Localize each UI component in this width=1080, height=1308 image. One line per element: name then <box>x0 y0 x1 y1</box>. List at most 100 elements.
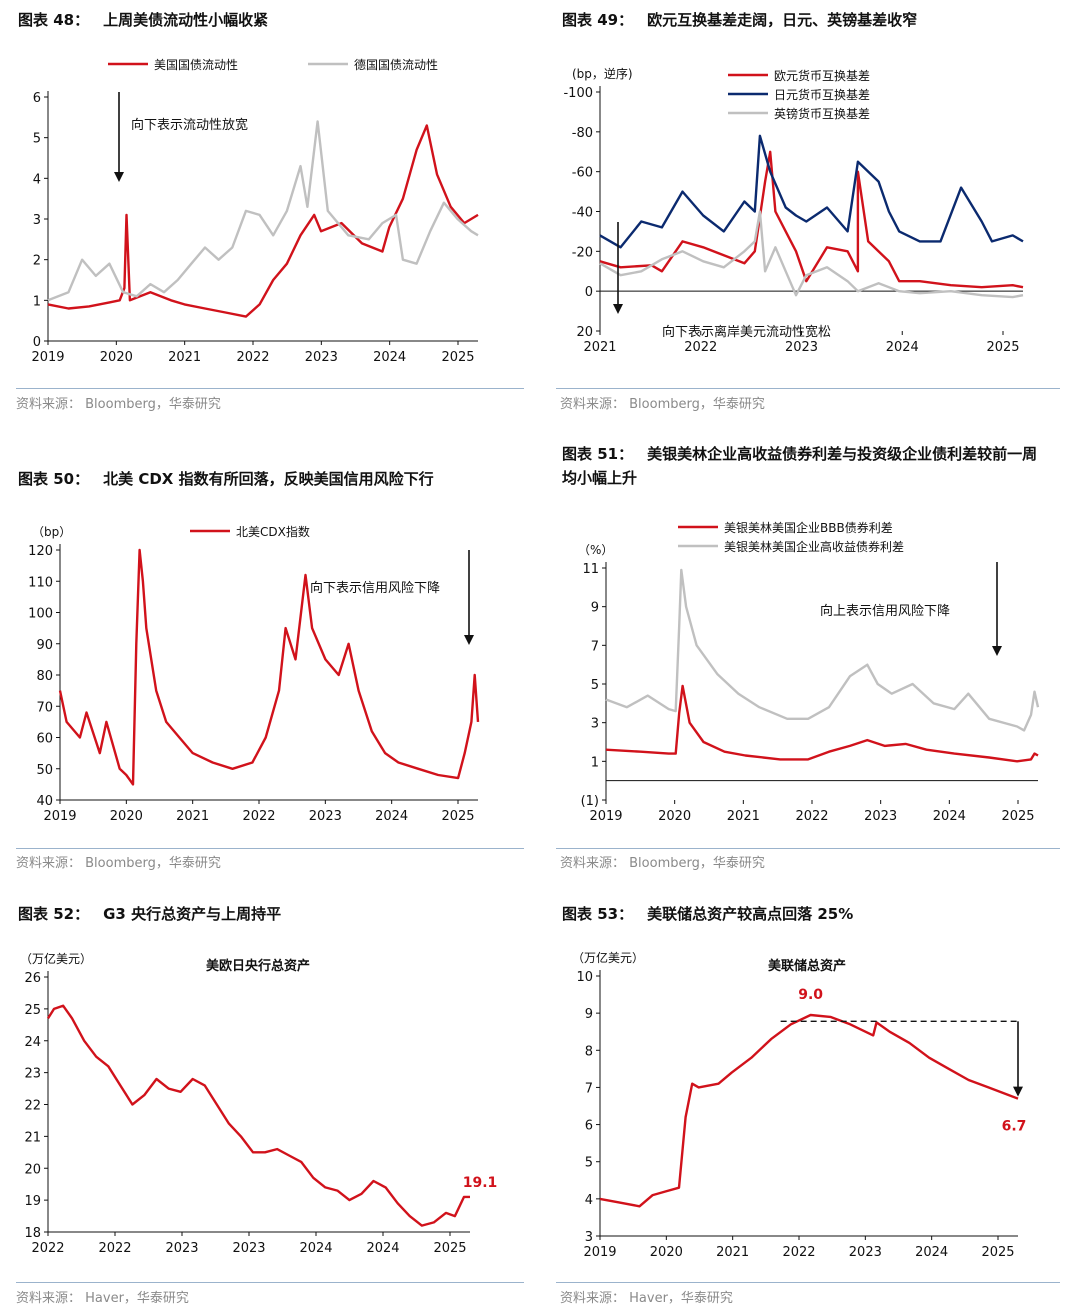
c48-xtick-label: 2023 <box>305 350 338 365</box>
c48-arrow-head <box>114 172 124 182</box>
c51-ytick-label: 9 <box>591 601 599 616</box>
c49-series-2 <box>599 210 1024 299</box>
c50-ytick-label: 120 <box>28 544 53 559</box>
c48-xtick-label: 2021 <box>168 350 201 365</box>
c50-ytick-label: 80 <box>36 669 53 684</box>
c53-ytick-label: 5 <box>585 1156 593 1171</box>
c50-legend-label-0: 北美CDX指数 <box>236 524 310 539</box>
c52-ytick-label: 26 <box>24 971 41 986</box>
c52-end-label: 19.1 <box>463 1175 498 1191</box>
chart52-plot: 18 19 20 21 22 23 24 25 26 2022 2022 2023 2023 2024 20… <box>20 951 498 1256</box>
c49-ytick-label: -80 <box>572 126 593 141</box>
c50-ylabel: （bp） <box>32 525 71 539</box>
c53-xtick-label: 2023 <box>849 1245 882 1260</box>
c50-annotation: 向下表示信用风险下降 <box>310 580 440 596</box>
c52-ytick-label: 20 <box>24 1162 41 1177</box>
c51-ytick-label: (1) <box>581 794 599 809</box>
c51-ytick-label: 11 <box>582 562 599 577</box>
c52-ytick-label: 21 <box>24 1130 41 1145</box>
c50-xtick-label: 2022 <box>242 809 275 824</box>
c53-xtick-label: 2025 <box>981 1245 1014 1260</box>
c52-series-0 <box>46 1004 470 1227</box>
chart49-number: 图表 49： <box>562 11 634 29</box>
c51-ylabel: （%） <box>578 543 613 557</box>
c48-series-0 <box>47 124 479 318</box>
c50-xtick-label: 2023 <box>309 809 342 824</box>
c52-ytick-label: 24 <box>24 1035 41 1050</box>
c53-xtick-label: 2022 <box>782 1245 815 1260</box>
chart48-source: 资料来源： Bloomberg，华泰研究 <box>16 397 221 412</box>
chart51-source: 资料来源： Bloomberg，华泰研究 <box>560 856 765 871</box>
c51-xtick-label: 2024 <box>933 809 966 824</box>
chart53-source: 资料来源： Haver，华泰研究 <box>560 1291 733 1306</box>
c49-legend-label-2: 英镑货币互换基差 <box>774 106 870 121</box>
c53-xtick-label: 2019 <box>583 1245 616 1260</box>
c48-legend-label-1: 德国国债流动性 <box>354 57 438 72</box>
c49-xtick-label: 2025 <box>986 340 1019 355</box>
c49-ytick-label: 0 <box>585 285 593 300</box>
chart48-title: 图表 48： 上周美债流动性小幅收紧 <box>18 8 268 32</box>
chart50-rule <box>16 848 524 849</box>
c48-xtick-label: 2019 <box>31 350 64 365</box>
chart48-plot: 0 1 2 3 4 5 6 2019 2020 2021 2022 2023 2024 2025 美国国债流… <box>31 57 479 365</box>
c49-xtick-label: 2021 <box>583 340 616 355</box>
c52-xtick-label: 2024 <box>366 1241 399 1256</box>
chart50-plot: 40 50 60 70 80 90 100 110 120 2019 2020 2021 2022 202… <box>28 524 480 824</box>
c51-xtick-label: 2019 <box>589 809 622 824</box>
c52-ytick-label: 25 <box>24 1003 41 1018</box>
c49-ytick-label: -20 <box>572 245 593 260</box>
c53-series-0 <box>599 1013 1019 1208</box>
c49-series-0 <box>599 150 1024 289</box>
chart48-title-text: 上周美债流动性小幅收紧 <box>103 11 269 29</box>
chart51-title-line1: 美银美林企业高收益债券利差与投资级企业债利差较前一周 <box>647 445 1038 463</box>
chart50-title: 图表 50： 北美 CDX 指数有所回落，反映美国信用风险下行 <box>18 467 434 491</box>
chart49-rule <box>556 388 1060 389</box>
chart49-title-text: 欧元互换基差走阔，日元、英镑基差收窄 <box>647 11 918 29</box>
chart53-title-text: 美联储总资产较高点回落 25% <box>647 905 854 923</box>
chart52-number: 图表 52： <box>18 905 90 923</box>
c53-xtick-label: 2021 <box>716 1245 749 1260</box>
c49-xtick-label: 2023 <box>785 340 818 355</box>
c52-ytick-label: 18 <box>24 1226 41 1241</box>
c50-xtick-label: 2025 <box>441 809 474 824</box>
c51-xtick-label: 2020 <box>658 809 691 824</box>
c48-ytick-label: 1 <box>33 294 41 309</box>
c48-ytick-label: 5 <box>33 132 41 147</box>
chart53-rule <box>556 1282 1060 1283</box>
chart51-number: 图表 51： <box>562 445 634 463</box>
c50-ytick-label: 70 <box>36 700 53 715</box>
c52-xtick-label: 2022 <box>98 1241 131 1256</box>
chart53-title: 图表 53： 美联储总资产较高点回落 25% <box>562 902 853 926</box>
c48-series-1 <box>47 120 479 302</box>
c53-ytick-label: 9 <box>585 1007 593 1022</box>
c51-annotation: 向上表示信用风险下降 <box>820 603 950 619</box>
c52-ytick-label: 19 <box>24 1194 41 1209</box>
c49-ytick-label: -60 <box>572 166 593 181</box>
c50-ytick-label: 110 <box>28 575 53 590</box>
chart52-title-text: G3 央行总资产与上周持平 <box>103 905 282 923</box>
chart50-source: 资料来源： Bloomberg，华泰研究 <box>16 856 221 871</box>
c50-ytick-label: 90 <box>36 638 53 653</box>
c51-ytick-label: 3 <box>591 717 599 732</box>
c51-ytick-label: 7 <box>591 639 599 654</box>
chart48-rule <box>16 388 524 389</box>
c49-ytick-label: 20 <box>576 325 593 340</box>
c51-xtick-label: 2023 <box>864 809 897 824</box>
c50-ytick-label: 50 <box>36 763 53 778</box>
c51-xtick-label: 2025 <box>1001 809 1034 824</box>
c52-ytick-label: 23 <box>24 1067 41 1082</box>
c53-peak-label: 9.0 <box>798 987 823 1003</box>
c49-ytick-label: -100 <box>563 86 593 101</box>
c51-legend-label-1: 美银美林美国企业高收益债券利差 <box>724 539 904 554</box>
c49-ytick-label: -40 <box>572 206 593 221</box>
c49-xtick-label: 2024 <box>886 340 919 355</box>
c48-xtick-label: 2020 <box>100 350 133 365</box>
c50-arrow-head <box>464 635 474 645</box>
c53-ytick-label: 6 <box>585 1119 593 1134</box>
c53-ytick-label: 8 <box>585 1044 593 1059</box>
c52-xtick-label: 2023 <box>232 1241 265 1256</box>
chart50-title-text: 北美 CDX 指数有所回落，反映美国信用风险下行 <box>103 470 434 488</box>
c50-series-0 <box>58 548 480 786</box>
c51-arrow-head <box>992 646 1002 656</box>
c53-ytick-label: 3 <box>585 1230 593 1245</box>
